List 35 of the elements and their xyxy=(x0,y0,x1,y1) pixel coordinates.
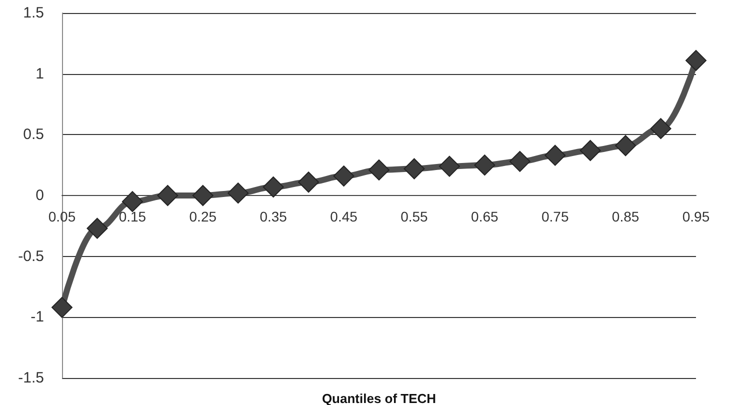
point xyxy=(52,296,72,318)
x-tick-label: 0.45 xyxy=(330,208,358,224)
y-tick-label: 0.5 xyxy=(23,126,44,144)
point xyxy=(615,135,636,156)
y-tick-label: -0.5 xyxy=(18,248,44,265)
y-tick-label: 1 xyxy=(36,65,44,82)
x-tick-label: 0.95 xyxy=(682,208,710,224)
x-tick-label: 0.35 xyxy=(260,208,288,224)
x-tick-label: 0.65 xyxy=(471,208,499,224)
x-tick-label: 0.85 xyxy=(612,208,640,224)
point xyxy=(474,154,496,176)
x-tick-label: 0.55 xyxy=(400,208,428,224)
point xyxy=(192,185,214,206)
x-tick-label: 0.75 xyxy=(541,208,569,224)
point xyxy=(509,150,530,172)
point xyxy=(650,118,672,140)
point xyxy=(368,159,390,180)
x-tick-label: 0.15 xyxy=(118,208,146,224)
point xyxy=(544,144,566,166)
point xyxy=(122,191,143,212)
point xyxy=(228,182,249,204)
x-tick-label: 0.25 xyxy=(189,208,217,224)
point xyxy=(580,140,601,161)
point xyxy=(333,166,354,187)
y-tick-label: -1.5 xyxy=(18,370,44,386)
point xyxy=(404,158,425,180)
point xyxy=(298,172,320,193)
y-tick-label: 1.5 xyxy=(23,4,44,22)
point xyxy=(262,176,284,198)
point xyxy=(438,156,460,177)
y-tick-label: 0 xyxy=(36,187,44,204)
point xyxy=(686,50,706,71)
point xyxy=(157,185,178,206)
point xyxy=(86,218,108,239)
y-tick-label: -1 xyxy=(30,308,44,326)
